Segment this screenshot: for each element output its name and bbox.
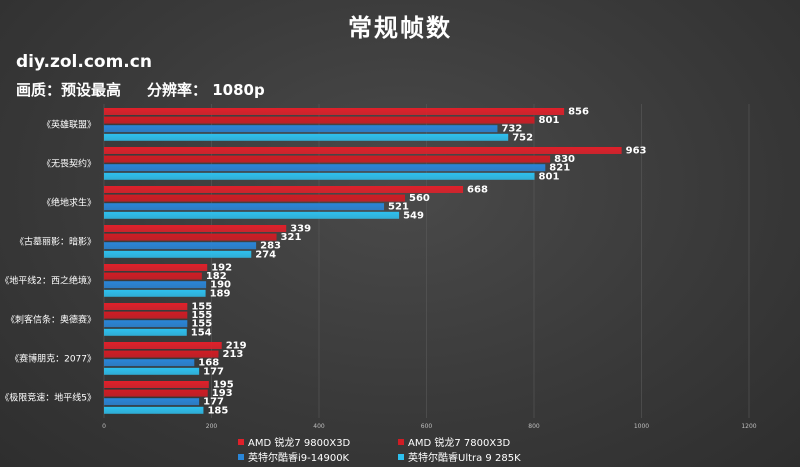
legend-swatch: [238, 439, 244, 445]
bar: [104, 211, 400, 219]
bar-value-label: 821: [549, 163, 570, 174]
bar: [104, 389, 208, 397]
bar-value-label: 189: [210, 288, 231, 299]
x-tick-label: 400: [313, 423, 325, 430]
bar-value-label: 177: [203, 366, 224, 377]
bar-value-label: 560: [409, 193, 430, 204]
legend: AMD 锐龙7 9800X3D AMD 锐龙7 7800X3D 英特尔酷睿i9-14…: [238, 436, 521, 464]
bar: [104, 242, 257, 250]
bar-value-label: 195: [213, 380, 234, 391]
bar: [104, 186, 464, 193]
category-label: 《地平线2：西之绝境》: [0, 274, 96, 286]
bar: [104, 342, 222, 349]
bar-value-label: 177: [203, 397, 224, 408]
bar-value-label: 801: [539, 171, 560, 182]
bars: [104, 108, 622, 414]
bar: [104, 147, 622, 154]
bar-value-label: 192: [211, 263, 232, 274]
legend-label: AMD 锐龙7 9800X3D: [248, 436, 351, 449]
quality-label: 画质：预设最高: [16, 81, 122, 99]
x-tick-label: 800: [528, 423, 540, 430]
x-tick-label: 200: [206, 423, 218, 430]
bar-value-label: 274: [255, 249, 276, 260]
legend-label: 英特尔酷睿Ultra 9 285K: [408, 451, 521, 464]
bar-value-label: 182: [206, 271, 227, 282]
bar: [104, 281, 207, 289]
category-label: 《英雄联盟》: [42, 118, 96, 130]
watermark-url: diy.zol.com.cn: [16, 52, 152, 72]
bar-value-label: 668: [467, 185, 488, 196]
category-label: 《极限竞速：地平线5》: [0, 391, 96, 403]
bar: [104, 398, 200, 406]
bar: [104, 328, 187, 336]
bar-value-label: 732: [501, 124, 522, 135]
bar: [104, 303, 188, 310]
bar: [104, 225, 287, 232]
x-tick-label: 600: [421, 423, 433, 430]
bar: [104, 233, 277, 241]
category-labels: 《英雄联盟》《无畏契约》《绝地求生》《古墓丽影：暗影》《地平线2：西之绝境》《刺…: [0, 118, 96, 403]
bar: [104, 406, 204, 414]
legend-swatch: [398, 439, 404, 445]
bar-value-label: 321: [281, 232, 302, 243]
x-axis-ticks: 0 200 400 600 800 1000 1200: [102, 423, 757, 430]
bar: [104, 264, 208, 271]
bar: [104, 108, 565, 115]
bar: [104, 164, 546, 172]
bar: [104, 381, 209, 388]
category-label: 《赛博朋克：2077》: [10, 352, 96, 364]
bar-value-label: 213: [222, 349, 243, 360]
value-labels: 8568017327529638308218016685605215493393…: [191, 107, 647, 417]
bar: [104, 172, 535, 180]
bar: [104, 272, 202, 280]
bar: [104, 289, 206, 297]
bar-value-label: 752: [512, 132, 533, 143]
bar-value-label: 339: [290, 224, 311, 235]
x-tick-label: 0: [102, 423, 106, 430]
resolution-label: 分辨率： 1080p: [147, 81, 265, 99]
chart-title: 常规帧数: [348, 14, 452, 42]
legend-label: 英特尔酷睿i9-14900K: [248, 451, 350, 464]
bar-value-label: 155: [191, 310, 212, 321]
bar: [104, 367, 200, 375]
legend-swatch: [238, 454, 244, 460]
bar-value-label: 219: [226, 341, 247, 352]
bar: [104, 203, 385, 211]
category-label: 《无畏契约》: [42, 157, 96, 169]
bar: [104, 350, 219, 358]
x-tick-label: 1000: [634, 423, 649, 430]
bar: [104, 311, 188, 319]
bar-value-label: 830: [554, 154, 575, 165]
bar: [104, 250, 252, 258]
bar-value-label: 856: [568, 107, 589, 118]
bar: [104, 116, 535, 124]
bar: [104, 359, 195, 367]
bar: [104, 125, 498, 133]
bar-value-label: 190: [210, 280, 231, 291]
bar-value-label: 801: [539, 115, 560, 126]
bar-value-label: 155: [191, 319, 212, 330]
category-label: 《古墓丽影：暗影》: [15, 235, 96, 247]
x-tick-label: 1200: [741, 423, 756, 430]
bar: [104, 155, 551, 163]
category-label: 《绝地求生》: [42, 196, 96, 208]
bar-value-label: 185: [207, 405, 228, 416]
bar-value-label: 154: [191, 327, 212, 338]
bar: [104, 133, 509, 141]
legend-swatch: [398, 454, 404, 460]
bar-value-label: 283: [260, 241, 281, 252]
settings-line: 画质：预设最高 分辨率： 1080p: [16, 79, 265, 100]
bar-value-label: 521: [388, 202, 409, 213]
legend-label: AMD 锐龙7 7800X3D: [408, 436, 511, 449]
bar-value-label: 168: [198, 358, 219, 369]
bar-value-label: 963: [626, 146, 647, 157]
bar: [104, 194, 405, 202]
bar-value-label: 155: [191, 302, 212, 313]
bar-value-label: 549: [403, 210, 424, 221]
bar: [104, 320, 188, 328]
bar-value-label: 193: [212, 388, 233, 399]
category-label: 《刺客信条：奥德赛》: [6, 313, 96, 325]
